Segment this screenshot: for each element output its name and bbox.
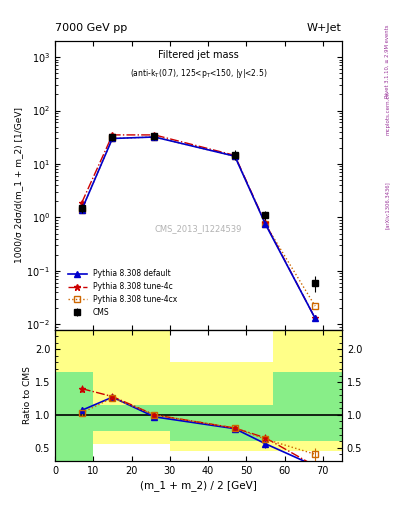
Line: Pythia 8.308 tune-4c: Pythia 8.308 tune-4c: [78, 132, 319, 322]
Pythia 8.308 tune-4cx: [79, 206, 84, 212]
Legend: Pythia 8.308 default, Pythia 8.308 tune-4c, Pythia 8.308 tune-4cx, CMS: Pythia 8.308 default, Pythia 8.308 tune-…: [64, 266, 180, 320]
Text: CMS_2013_I1224539: CMS_2013_I1224539: [155, 224, 242, 233]
Pythia 8.308 default: [110, 135, 115, 141]
Y-axis label: Ratio to CMS: Ratio to CMS: [23, 366, 32, 424]
Pythia 8.308 tune-4cx: [263, 221, 268, 227]
Text: Rivet 3.1.10, ≥ 2.9M events: Rivet 3.1.10, ≥ 2.9M events: [385, 25, 390, 98]
Pythia 8.308 default: [263, 221, 268, 227]
Pythia 8.308 default: [232, 153, 237, 159]
Text: 7000 GeV pp: 7000 GeV pp: [55, 23, 127, 33]
Bar: [93, 405, 170, 431]
Y-axis label: 1000/σ 2dσ/d(m_1 + m_2) [1/GeV]: 1000/σ 2dσ/d(m_1 + m_2) [1/GeV]: [15, 108, 24, 263]
Text: [arXiv:1306.3436]: [arXiv:1306.3436]: [385, 181, 390, 229]
Text: W+Jet: W+Jet: [307, 23, 342, 33]
Bar: [170, 405, 273, 441]
X-axis label: (m_1 + m_2) / 2 [GeV]: (m_1 + m_2) / 2 [GeV]: [140, 480, 257, 490]
Line: Pythia 8.308 tune-4cx: Pythia 8.308 tune-4cx: [79, 134, 318, 309]
Line: Pythia 8.308 default: Pythia 8.308 default: [79, 134, 318, 321]
Pythia 8.308 tune-4c: [313, 315, 318, 322]
Text: Filtered jet mass: Filtered jet mass: [158, 50, 239, 59]
Bar: [55, 330, 93, 480]
Pythia 8.308 tune-4c: [110, 132, 115, 138]
Pythia 8.308 default: [313, 315, 318, 322]
Pythia 8.308 tune-4c: [79, 200, 84, 206]
Pythia 8.308 tune-4cx: [110, 135, 115, 141]
Bar: [93, 330, 170, 444]
Pythia 8.308 tune-4c: [232, 152, 237, 158]
Pythia 8.308 tune-4c: [263, 220, 268, 226]
Pythia 8.308 default: [152, 134, 157, 140]
Pythia 8.308 tune-4cx: [313, 303, 318, 309]
Bar: [273, 330, 342, 451]
Bar: [170, 362, 273, 451]
Pythia 8.308 default: [79, 206, 84, 212]
Pythia 8.308 tune-4cx: [152, 134, 157, 140]
Text: (anti-k$_\mathrm{T}$(0.7), 125<p$_\mathrm{T}$<150, |y|<2.5): (anti-k$_\mathrm{T}$(0.7), 125<p$_\mathr…: [130, 67, 267, 80]
Pythia 8.308 tune-4cx: [232, 153, 237, 159]
Text: mcplots.cern.ch: mcplots.cern.ch: [385, 91, 390, 135]
Bar: [55, 372, 93, 461]
Bar: [273, 372, 342, 441]
Pythia 8.308 tune-4c: [152, 132, 157, 138]
